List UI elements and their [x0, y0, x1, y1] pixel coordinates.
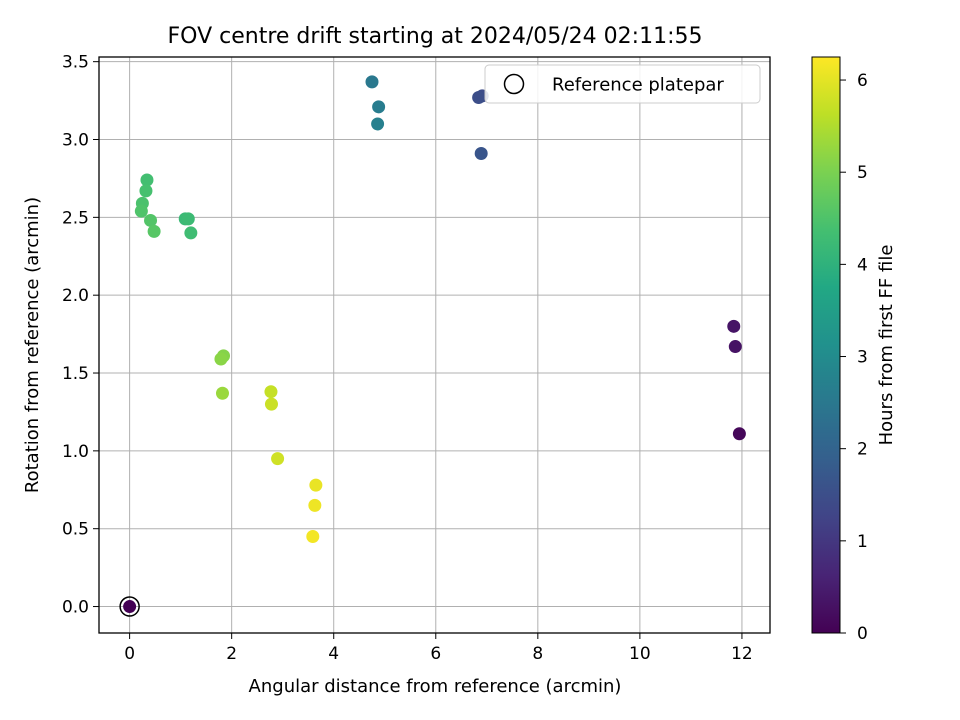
x-tick-label: 8 — [532, 644, 543, 664]
x-axis-label: Angular distance from reference (arcmin) — [249, 676, 622, 697]
data-point — [309, 478, 323, 492]
data-point — [372, 100, 386, 114]
data-point — [181, 212, 195, 226]
legend-entry-reference: Reference platepar — [552, 75, 724, 96]
data-point — [140, 173, 154, 187]
data-point — [139, 184, 153, 198]
grid-lines — [99, 57, 770, 633]
data-point — [264, 385, 278, 399]
data-point — [474, 147, 488, 161]
data-point — [472, 90, 486, 104]
data-point — [365, 75, 379, 89]
reference-marker — [119, 596, 140, 617]
data-point — [732, 427, 746, 441]
data-point — [728, 340, 742, 354]
data-point — [727, 319, 741, 333]
colorbar-tick-label: 3 — [857, 348, 868, 368]
y-tick-label: 2.0 — [62, 286, 89, 306]
data-point — [144, 213, 158, 227]
data-points — [123, 75, 746, 614]
x-tick-label: 0 — [124, 644, 135, 664]
colorbar-tick-label: 5 — [857, 163, 868, 183]
data-point — [134, 204, 148, 218]
data-point — [215, 386, 229, 400]
data-point — [306, 529, 320, 543]
data-point — [123, 600, 137, 614]
x-tick-label: 12 — [731, 644, 753, 664]
data-point — [214, 352, 228, 366]
y-tick-label: 1.0 — [62, 442, 89, 462]
colorbar-tick-label: 2 — [857, 440, 868, 460]
y-tick-label: 3.5 — [62, 53, 89, 73]
y-tick-label: 2.5 — [62, 208, 89, 228]
legend-box — [484, 64, 761, 104]
colorbar — [811, 56, 841, 634]
axes-frame — [98, 56, 771, 634]
colorbar-tick-label: 1 — [857, 532, 868, 552]
colorbar-tick-label: 0 — [857, 624, 868, 644]
colorbar-tick-label: 6 — [857, 71, 868, 91]
x-tick-label: 2 — [226, 644, 237, 664]
y-tick-label: 3.0 — [62, 131, 89, 151]
colorbar-tick-label: 4 — [857, 255, 868, 275]
data-point — [308, 498, 322, 512]
chart-title: FOV centre drift starting at 2024/05/24 … — [168, 24, 703, 49]
data-point — [184, 226, 198, 240]
x-tick-label: 10 — [629, 644, 651, 664]
y-tick-label: 0.5 — [62, 520, 89, 540]
y-tick-label: 0.0 — [62, 598, 89, 618]
x-axis-ticks: 0 2 4 6 8 10 12 — [124, 633, 753, 664]
legend-marker-circle — [503, 73, 525, 95]
x-tick-label: 6 — [430, 644, 441, 664]
legend: Reference platepar — [484, 64, 761, 104]
reference-platepar-marker — [119, 596, 140, 617]
data-point — [264, 397, 278, 411]
x-tick-label: 4 — [328, 644, 339, 664]
data-point — [147, 224, 161, 238]
colorbar-label: Hours from first FF file — [876, 245, 897, 446]
y-axis-ticks: 0.0 0.5 1.0 1.5 2.0 2.5 3.0 3.5 — [62, 53, 99, 618]
colorbar-ticks: 0 1 2 3 4 5 6 — [840, 71, 868, 644]
data-point — [371, 117, 385, 131]
y-axis-label: Rotation from reference (arcmin) — [22, 197, 43, 493]
data-point — [271, 452, 285, 466]
y-tick-label: 1.5 — [62, 364, 89, 384]
